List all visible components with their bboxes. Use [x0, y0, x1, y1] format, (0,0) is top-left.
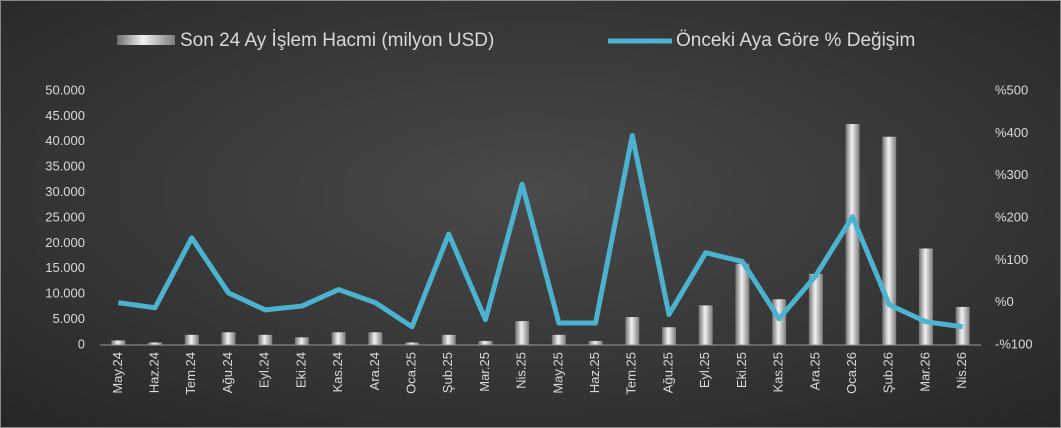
y-tick-label: 15.000 — [45, 260, 85, 275]
bar — [808, 273, 823, 345]
x-tick-label: Eki.25 — [734, 352, 749, 388]
x-tick-label: Tem.24 — [183, 352, 198, 395]
y-tick-label: 40.000 — [45, 133, 85, 148]
x-tick-label: Kas.25 — [771, 352, 786, 392]
y2-tick-label: %100 — [995, 252, 1028, 267]
bar — [258, 334, 273, 345]
x-tick-label: Eki.24 — [293, 352, 308, 388]
y-tick-label: 20.000 — [45, 235, 85, 250]
x-tick-label: Ağu.25 — [660, 352, 675, 393]
y2-tick-label: %200 — [995, 209, 1028, 224]
y2-tick-label: %300 — [995, 167, 1028, 182]
bar — [515, 321, 530, 345]
bar — [294, 337, 309, 345]
y-tick-label: 10.000 — [45, 286, 85, 301]
bar — [111, 340, 126, 345]
bar — [331, 332, 346, 345]
bar — [698, 305, 713, 345]
bar — [441, 334, 456, 345]
y-tick-label: 30.000 — [45, 184, 85, 199]
x-tick-label: Oca.26 — [844, 352, 859, 394]
y2-tick-label: %0 — [995, 294, 1014, 309]
x-tick-label: Ara.24 — [367, 352, 382, 390]
x-tick-label: Şub.25 — [440, 352, 455, 393]
bar — [405, 342, 420, 345]
x-tick-label: Haz.24 — [147, 352, 162, 393]
x-tick-label: Nis.26 — [954, 352, 969, 389]
x-tick-label: Eyl.24 — [257, 352, 272, 388]
bar — [221, 332, 236, 345]
y2-tick-label: -%100 — [995, 336, 1033, 351]
bar — [772, 299, 787, 345]
y2-tick-label: %400 — [995, 125, 1028, 140]
legend-label: Son 24 Ay İşlem Hacmi (milyon USD) — [180, 30, 494, 51]
bar — [882, 136, 897, 345]
y-tick-label: 5.000 — [52, 311, 85, 326]
x-tick-label: May.25 — [550, 352, 565, 394]
x-tick-label: May.24 — [110, 352, 125, 394]
x-tick-label: Şub.26 — [881, 352, 896, 393]
x-tick-label: Ara.25 — [807, 352, 822, 390]
x-tick-label: Mar.26 — [917, 352, 932, 392]
bar — [625, 317, 640, 345]
x-tick-label: Ağu.24 — [220, 352, 235, 393]
bar — [735, 263, 750, 345]
x-tick-label: Eyl.25 — [697, 352, 712, 388]
x-tick-label: Oca.25 — [403, 352, 418, 394]
y-tick-label: 25.000 — [45, 209, 85, 224]
x-tick-label: Haz.25 — [587, 352, 602, 393]
bar — [184, 334, 199, 345]
bar — [368, 332, 383, 345]
y-tick-label: 0 — [78, 336, 85, 351]
x-tick-label: Kas.24 — [330, 352, 345, 392]
bar — [148, 342, 163, 345]
y2-tick-label: %500 — [995, 82, 1028, 97]
line — [118, 132, 963, 330]
bar — [661, 327, 676, 345]
x-tick-label: Tem.25 — [624, 352, 639, 395]
y-tick-label: 45.000 — [45, 108, 85, 123]
x-tick-label: Mar.25 — [477, 352, 492, 392]
legend-label: Önceki Aya Göre % Değişim — [676, 30, 915, 51]
x-tick-label: Nis.25 — [514, 352, 529, 389]
bar — [551, 334, 566, 345]
bar — [478, 340, 493, 345]
bar — [845, 124, 860, 346]
y-tick-label: 35.000 — [45, 159, 85, 174]
bar — [588, 340, 603, 345]
legend-swatch — [117, 35, 175, 45]
y-tick-label: 50.000 — [45, 82, 85, 97]
bar — [918, 248, 933, 345]
